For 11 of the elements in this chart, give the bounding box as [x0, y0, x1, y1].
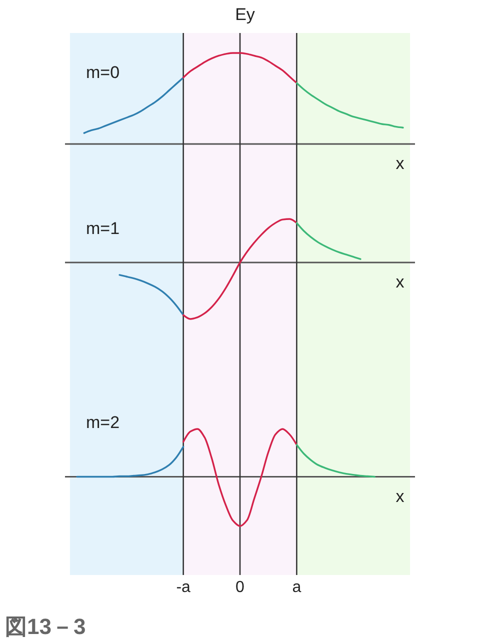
x-axis-title: x [396, 272, 405, 292]
x-tick-label: -a [176, 579, 191, 596]
chart-title: m=2 [86, 413, 120, 432]
y-axis-title: Ey [235, 5, 256, 24]
x-axis-title: x [396, 486, 405, 506]
text: m=0 [86, 63, 120, 82]
x-tick-label: a [292, 579, 302, 596]
x-tick-label: 0 [236, 579, 245, 596]
x-axis-title: x [396, 154, 405, 173]
caption: 図13－3 [5, 614, 86, 639]
chart-title: m=1 [86, 219, 120, 238]
